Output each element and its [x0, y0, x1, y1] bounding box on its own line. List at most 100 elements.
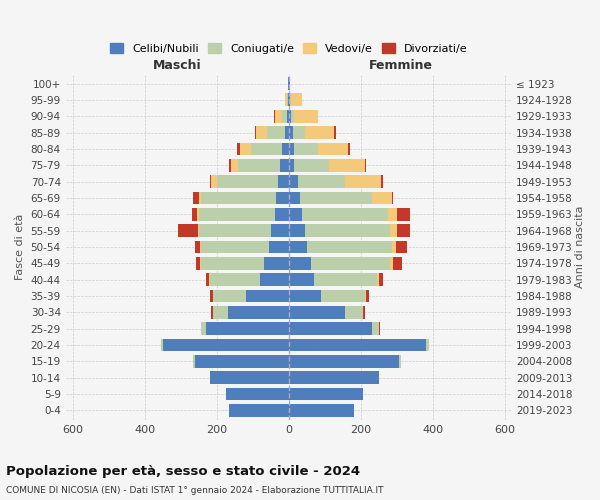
Bar [211, 306, 213, 318]
Bar [200, 192, 277, 204]
Bar [200, 240, 269, 254]
Bar [290, 94, 291, 106]
Bar [307, 240, 392, 254]
Bar [329, 159, 365, 172]
Bar [289, 290, 322, 302]
Bar [282, 110, 287, 122]
Bar [194, 240, 200, 254]
Bar [206, 273, 209, 286]
Bar [278, 175, 289, 188]
Bar [289, 224, 305, 237]
Bar [197, 208, 199, 220]
Bar [300, 192, 372, 204]
Bar [277, 192, 289, 204]
Bar [345, 306, 363, 318]
Bar [209, 290, 212, 302]
Bar [289, 372, 379, 384]
Bar [295, 110, 318, 122]
Bar [280, 159, 289, 172]
Bar [289, 338, 426, 351]
Bar [287, 94, 288, 106]
Y-axis label: Fasce di età: Fasce di età [15, 214, 25, 280]
Bar [287, 110, 289, 122]
Bar [428, 338, 430, 351]
Bar [289, 126, 293, 139]
Text: Femmine: Femmine [368, 59, 433, 72]
Bar [199, 192, 200, 204]
Bar [392, 240, 396, 254]
Bar [365, 290, 367, 302]
Bar [275, 110, 282, 122]
Bar [198, 224, 199, 237]
Bar [372, 192, 392, 204]
Bar [318, 110, 319, 122]
Bar [295, 142, 318, 156]
Bar [289, 110, 291, 122]
Bar [291, 94, 302, 106]
Bar [195, 355, 289, 368]
Bar [289, 273, 314, 286]
Bar [229, 404, 289, 416]
Bar [289, 175, 298, 188]
Bar [289, 94, 290, 106]
Bar [274, 110, 275, 122]
Bar [227, 306, 289, 318]
Bar [298, 175, 345, 188]
Bar [256, 126, 267, 139]
Bar [199, 224, 271, 237]
Bar [229, 159, 231, 172]
Bar [289, 159, 295, 172]
Bar [291, 110, 295, 122]
Bar [226, 388, 289, 400]
Bar [318, 142, 349, 156]
Bar [271, 224, 289, 237]
Bar [345, 175, 381, 188]
Text: Popolazione per età, sesso e stato civile - 2024: Popolazione per età, sesso e stato civil… [6, 465, 360, 478]
Bar [293, 126, 305, 139]
Bar [289, 322, 372, 335]
Bar [314, 273, 377, 286]
Bar [209, 273, 260, 286]
Bar [199, 208, 275, 220]
Bar [289, 142, 295, 156]
Bar [251, 142, 282, 156]
Text: COMUNE DI NICOSIA (EN) - Dati ISTAT 1° gennaio 2024 - Elaborazione TUTTITALIA.IT: COMUNE DI NICOSIA (EN) - Dati ISTAT 1° g… [6, 486, 383, 495]
Bar [238, 142, 240, 156]
Bar [217, 175, 278, 188]
Bar [209, 372, 289, 384]
Bar [231, 159, 238, 172]
Bar [311, 257, 390, 270]
Bar [254, 126, 256, 139]
Bar [365, 159, 367, 172]
Bar [288, 94, 289, 106]
Bar [211, 175, 217, 188]
Bar [260, 273, 289, 286]
Bar [392, 257, 401, 270]
Bar [238, 159, 280, 172]
Bar [289, 208, 302, 220]
Bar [289, 77, 290, 90]
Bar [390, 224, 397, 237]
Text: Maschi: Maschi [153, 59, 202, 72]
Bar [161, 338, 163, 351]
Bar [372, 322, 379, 335]
Bar [200, 257, 263, 270]
Bar [213, 290, 245, 302]
Bar [396, 240, 407, 254]
Bar [178, 224, 198, 237]
Bar [269, 240, 289, 254]
Bar [349, 142, 350, 156]
Bar [267, 126, 286, 139]
Bar [286, 94, 287, 106]
Bar [426, 338, 428, 351]
Bar [302, 208, 388, 220]
Y-axis label: Anni di nascita: Anni di nascita [575, 206, 585, 288]
Bar [305, 224, 390, 237]
Bar [397, 224, 410, 237]
Bar [263, 257, 289, 270]
Bar [392, 192, 394, 204]
Bar [289, 240, 307, 254]
Bar [363, 306, 364, 318]
Bar [367, 290, 369, 302]
Bar [206, 322, 289, 335]
